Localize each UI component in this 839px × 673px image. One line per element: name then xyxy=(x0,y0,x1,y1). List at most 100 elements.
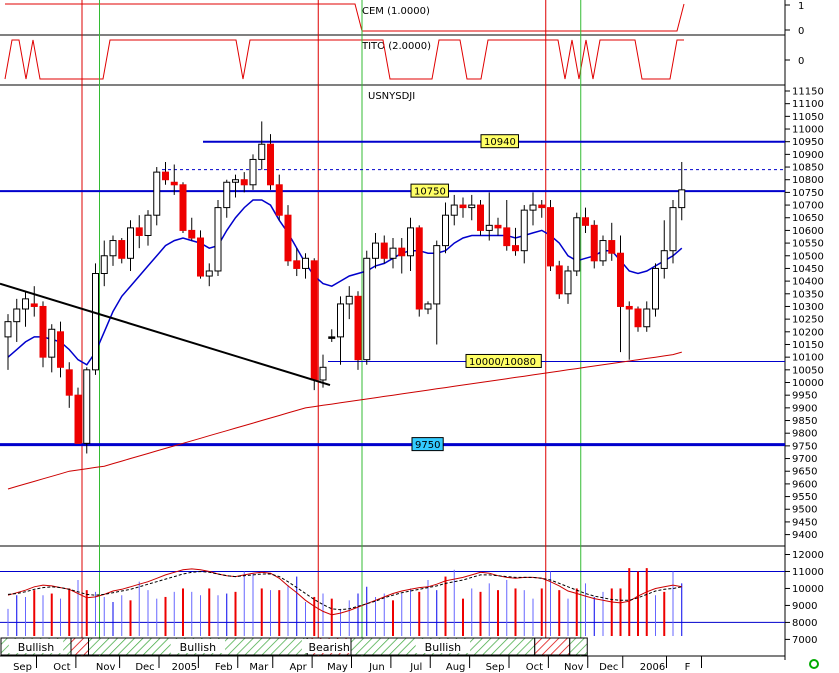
candle-32 xyxy=(284,205,292,266)
month-label: Nov xyxy=(564,662,584,673)
candle-body xyxy=(634,308,642,328)
candle-69 xyxy=(608,222,616,261)
candle-body xyxy=(170,181,178,186)
cem-tick-0: 0 xyxy=(798,26,804,37)
price-tick-label: 10700 xyxy=(792,201,824,212)
candle-0 xyxy=(4,314,12,370)
candle-45 xyxy=(398,238,406,274)
regime-label-bg xyxy=(8,639,64,653)
candle-body xyxy=(582,217,589,226)
candle-body xyxy=(13,308,21,323)
level-label-10000-10080: 10000/10080 xyxy=(465,353,542,368)
candle-body xyxy=(538,204,546,209)
candle-body xyxy=(319,366,327,381)
level-label-9750-box xyxy=(411,437,444,452)
month-label: Feb xyxy=(215,662,233,673)
candle-42 xyxy=(372,232,379,269)
regime-2: Bullish xyxy=(88,637,308,656)
price-tick-label: 9700 xyxy=(792,454,817,465)
indicator-axis-ticks xyxy=(785,4,790,61)
signal-vertical-lines xyxy=(81,0,582,656)
oscillator-signal-line xyxy=(7,570,682,611)
price-tick-label: 9900 xyxy=(792,403,817,414)
price-tick-label: 10250 xyxy=(792,315,824,326)
candle-53 xyxy=(468,194,476,221)
moving-averages xyxy=(7,199,683,490)
candle-43 xyxy=(380,235,388,264)
candle-70 xyxy=(617,235,624,353)
regime-bar xyxy=(70,637,89,656)
price-tick-label: 9400 xyxy=(792,530,817,541)
candle-12 xyxy=(109,235,117,266)
volume-tick-label: 12000 xyxy=(792,550,824,561)
price-tick-label: 10350 xyxy=(792,289,824,300)
regime-label-bg xyxy=(301,639,357,653)
month-label: Jun xyxy=(368,662,385,673)
volume-tick-label: 7000 xyxy=(792,635,817,646)
candle-body xyxy=(258,143,266,160)
candle-body xyxy=(424,303,432,310)
level-label-10000-10080-text: 10000/10080 xyxy=(469,357,536,368)
candles xyxy=(4,121,686,454)
candle-33 xyxy=(293,248,301,277)
candle-body xyxy=(354,295,362,361)
oscillator-line xyxy=(7,568,682,616)
candle-29 xyxy=(258,121,266,170)
candle-body xyxy=(433,245,441,305)
candle-body xyxy=(477,204,484,231)
candle-body xyxy=(669,207,677,252)
downtrend-line xyxy=(0,282,331,386)
price-tick-label: 10750 xyxy=(792,188,824,199)
candle-54 xyxy=(477,199,484,236)
candle-4 xyxy=(39,301,47,368)
candle-body xyxy=(468,204,476,209)
candle-60 xyxy=(529,192,537,226)
level-label-10750: 10750 xyxy=(410,183,449,198)
price-tick-label: 9550 xyxy=(792,492,817,503)
candle-59 xyxy=(520,205,528,264)
regime-bar xyxy=(569,637,588,656)
candle-71 xyxy=(625,301,633,360)
candle-body xyxy=(267,143,274,186)
tito-title: TITO (2.0000) xyxy=(361,41,431,52)
regime-label-bg xyxy=(170,639,226,653)
month-label: Mar xyxy=(249,662,269,673)
candle-51 xyxy=(450,194,458,226)
candle-23 xyxy=(205,263,213,287)
regime-5 xyxy=(534,637,571,656)
candle-body xyxy=(302,257,309,269)
price-tick-label: 9650 xyxy=(792,467,817,478)
candle-body xyxy=(39,305,47,358)
candle-body xyxy=(30,303,38,307)
status-circle-icon[interactable] xyxy=(809,659,819,669)
candle-body xyxy=(127,227,134,259)
candle-2 xyxy=(22,291,29,327)
candle-body xyxy=(678,189,686,209)
month-label: Nov xyxy=(96,662,116,673)
candle-body xyxy=(442,214,449,247)
candle-18 xyxy=(162,161,169,185)
candle-21 xyxy=(188,217,196,241)
price-tick-label: 10650 xyxy=(792,213,824,224)
candle-66 xyxy=(582,207,589,233)
volume-tick-label: 8000 xyxy=(792,618,817,629)
candle-30 xyxy=(267,134,274,190)
candle-74 xyxy=(652,263,659,317)
month-label: Jul xyxy=(409,662,422,673)
candle-44 xyxy=(389,238,397,269)
candle-body xyxy=(48,328,56,358)
month-label: May xyxy=(327,662,348,673)
regime-label: Bearish xyxy=(308,641,349,654)
candle-77 xyxy=(678,161,686,221)
level-label-9750: 9750 xyxy=(411,437,444,452)
candle-body xyxy=(643,308,651,328)
volume-tick-label: 11000 xyxy=(792,567,824,578)
month-label: 2006 xyxy=(640,662,665,673)
candle-57 xyxy=(503,199,511,251)
candle-body xyxy=(205,270,213,277)
price-tick-label: 11050 xyxy=(792,112,824,123)
price-tick-label: 9950 xyxy=(792,391,817,402)
month-label: Dec xyxy=(599,662,618,673)
candle-72 xyxy=(634,306,642,332)
